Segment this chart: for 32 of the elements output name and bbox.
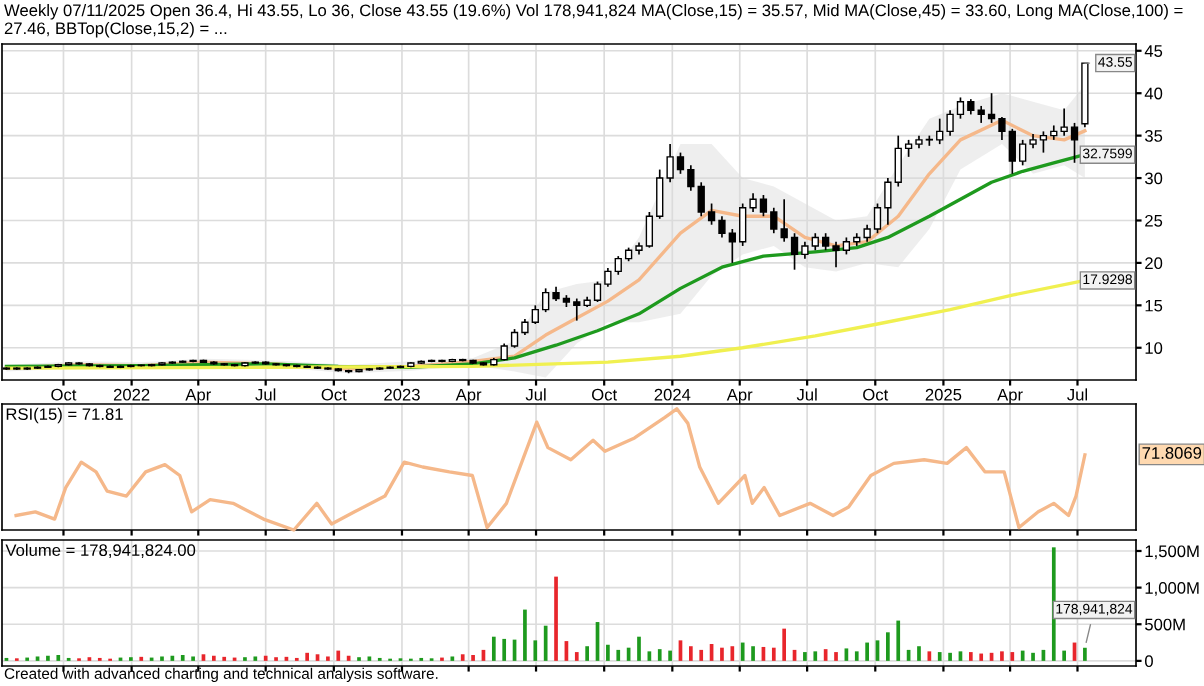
x-tick-label: Oct xyxy=(321,388,347,401)
x-tick-label: Jul xyxy=(255,388,276,401)
x-tick-label: 2024 xyxy=(654,388,691,401)
x-tick-label: 2025 xyxy=(925,388,962,401)
y-tick-label: 1,000M xyxy=(1145,582,1199,596)
x-tick-label: Apr xyxy=(455,388,482,404)
x-tick-label: 2023 xyxy=(384,388,420,401)
y-tick-label: 45 xyxy=(1144,45,1163,57)
text: 71.8069 xyxy=(1142,447,1202,459)
y-tick-label: 500M xyxy=(1145,618,1185,631)
y-tick-label: 25 xyxy=(1145,214,1163,227)
y-tick-label: 15 xyxy=(1145,299,1163,312)
y-tick-label: 10 xyxy=(1145,342,1163,354)
x-tick-label: Oct xyxy=(863,388,889,401)
y-tick-label: 40 xyxy=(1144,87,1163,100)
x-tick-label: Jul xyxy=(796,388,817,401)
x-tick-label: Apr xyxy=(997,388,1023,404)
x-tick-label: Oct xyxy=(592,388,618,401)
y-tick-label: 35 xyxy=(1144,130,1163,142)
chart-title: Volume = 178,941,824.00 xyxy=(5,543,196,558)
x-tick-label: Apr xyxy=(726,388,753,404)
y-tick-label: 0 xyxy=(1144,655,1153,668)
x-tick-label: Apr xyxy=(185,388,211,404)
x-tick-label: Jul xyxy=(525,388,546,401)
y-tick-label: 1,500M xyxy=(1145,545,1199,560)
x-tick-label: Oct xyxy=(51,388,77,401)
x-tick-label: 2022 xyxy=(113,388,150,401)
x-tick-label: Jul xyxy=(1067,388,1088,401)
y-tick-label: 30 xyxy=(1144,172,1163,185)
chart-title: RSI(15) = 71.81 xyxy=(6,407,123,424)
y-tick-label: 20 xyxy=(1145,257,1163,270)
chart-title: Weekly 07/11/2025 Open 36.4, Hi 43.55, Lo 36, Close 43.55 (19.6%) Vol 178,941,824 MA(Close,15) = 35.57, Mid MA(Close,45) = 33.60, Long MA(Close,100) = 27.46, BBTop(Close,15,2) = ... xyxy=(4,4,1183,38)
